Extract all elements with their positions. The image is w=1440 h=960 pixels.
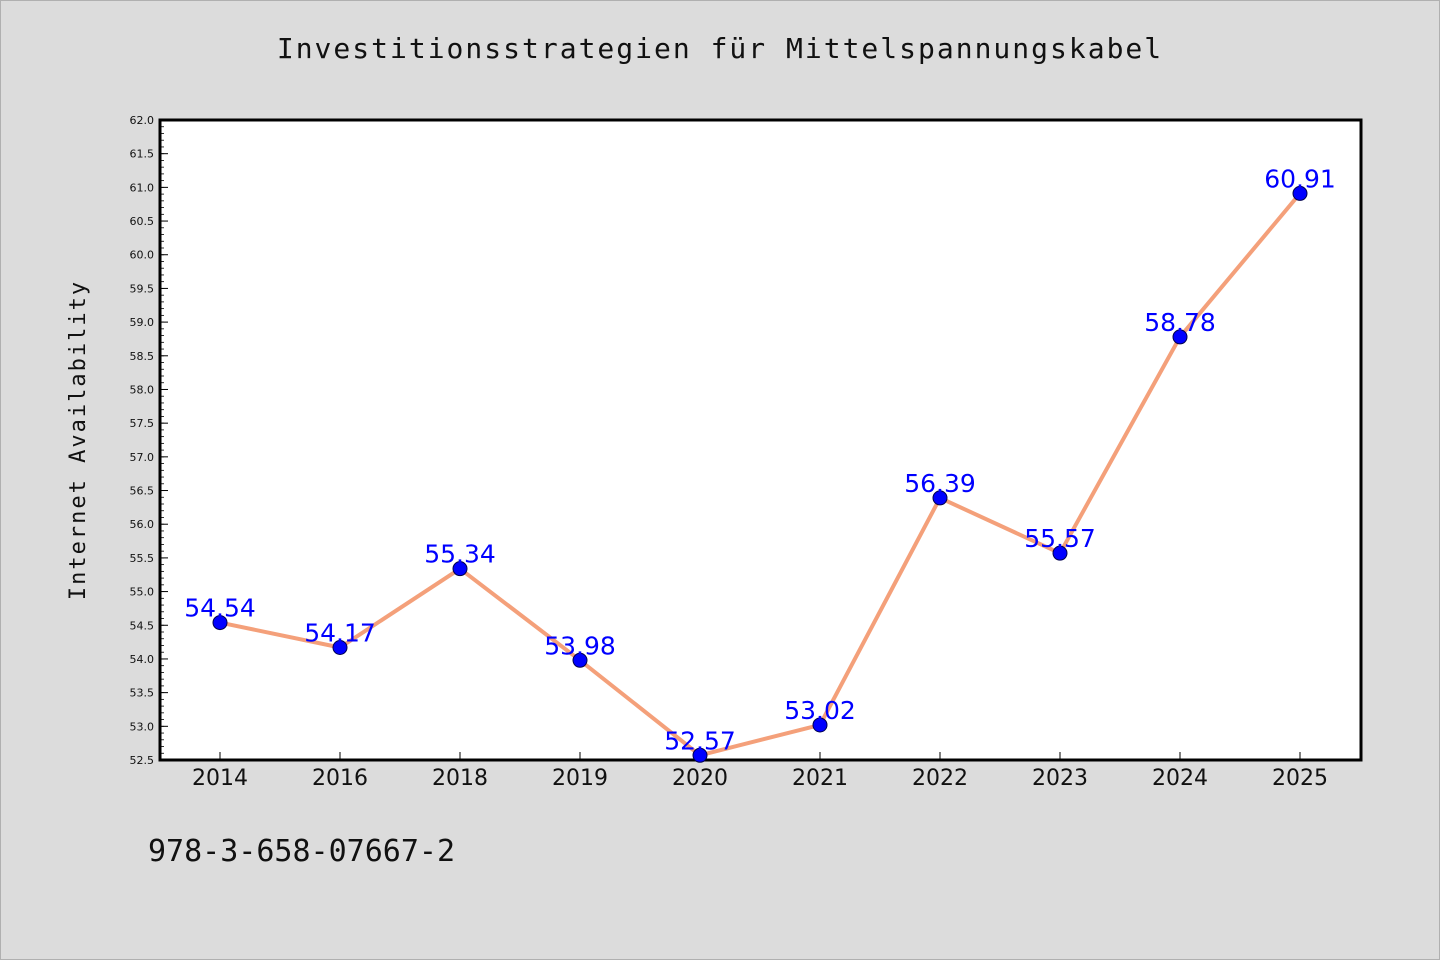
series-line — [219, 192, 1302, 758]
data-label: 52.57 — [664, 726, 736, 755]
x-tick-label: 2023 — [1032, 766, 1088, 791]
x-tick-label: 2020 — [672, 766, 728, 791]
chart-title: Investitionsstrategien für Mittelspannun… — [276, 32, 1164, 65]
y-tick-label: 60.5 — [130, 215, 155, 228]
data-label: 53.98 — [544, 631, 616, 660]
y-tick-label: 60.0 — [130, 249, 155, 262]
x-tick-label: 2014 — [192, 766, 248, 791]
data-point — [452, 561, 468, 577]
x-tick-label: 2018 — [432, 766, 488, 791]
data-point — [1292, 185, 1308, 201]
y-tick-label: 53.5 — [130, 687, 155, 700]
x-tick-label: 2021 — [792, 766, 848, 791]
data-labels: 54.54 54.17 55.34 53.98 52.57 53.02 56.39 55.57… — [184, 164, 1336, 755]
data-point — [1052, 545, 1068, 561]
x-tick-label: 2016 — [312, 766, 368, 791]
y-tick-label: 58.0 — [130, 383, 155, 396]
y-tick-label: 54.0 — [130, 653, 155, 666]
x-tick-label: 2019 — [552, 766, 608, 791]
data-label: 55.57 — [1024, 524, 1096, 553]
data-point — [212, 615, 228, 631]
y-tick-label: 57.5 — [130, 417, 155, 430]
y-tick-label: 59.5 — [130, 282, 155, 295]
y-tick-label: 56.5 — [130, 485, 155, 498]
y-tick-label: 61.0 — [130, 181, 155, 194]
y-tick-label: 58.5 — [130, 350, 155, 363]
data-label: 53.02 — [784, 696, 856, 725]
plot-area — [158, 118, 1363, 762]
y-tick-label: 56.0 — [130, 518, 155, 531]
data-label: 56.39 — [904, 469, 976, 498]
x-axis: 2014 2016 2018 2019 2020 2021 2022 2023 2024 2025 — [192, 752, 1328, 791]
data-point — [812, 717, 828, 733]
data-label: 54.54 — [184, 594, 256, 623]
data-label: 60.91 — [1264, 164, 1336, 193]
y-tick-label: 55.5 — [130, 552, 155, 565]
y-axis: 52.5 53.0 53.5 54.0 54.5 55.0 55.5 56.0 56.5 57.0… — [130, 114, 168, 767]
y-tick-label: 57.0 — [130, 451, 155, 464]
data-label: 55.34 — [424, 540, 496, 569]
y-axis-title: Internet Availability — [66, 280, 91, 600]
data-label: 54.17 — [304, 618, 376, 647]
x-tick-label: 2024 — [1152, 766, 1208, 791]
x-tick-label: 2022 — [912, 766, 968, 791]
y-tick-label: 53.0 — [130, 720, 155, 733]
y-tick-label: 55.0 — [130, 586, 155, 599]
data-point — [692, 747, 708, 763]
y-tick-label: 59.0 — [130, 316, 155, 329]
data-point — [932, 490, 948, 506]
data-point — [332, 639, 348, 655]
data-markers — [212, 185, 1308, 763]
footer-code: 978-3-658-07667-2 — [148, 834, 456, 869]
data-label: 58.78 — [1144, 308, 1216, 337]
y-tick-label: 61.5 — [130, 148, 155, 161]
data-point — [572, 652, 588, 668]
y-tick-label: 54.5 — [130, 619, 155, 632]
y-tick-label: 52.5 — [130, 754, 155, 767]
x-tick-label: 2025 — [1272, 766, 1328, 791]
data-point — [1172, 329, 1188, 345]
y-tick-label: 62.0 — [130, 114, 155, 127]
